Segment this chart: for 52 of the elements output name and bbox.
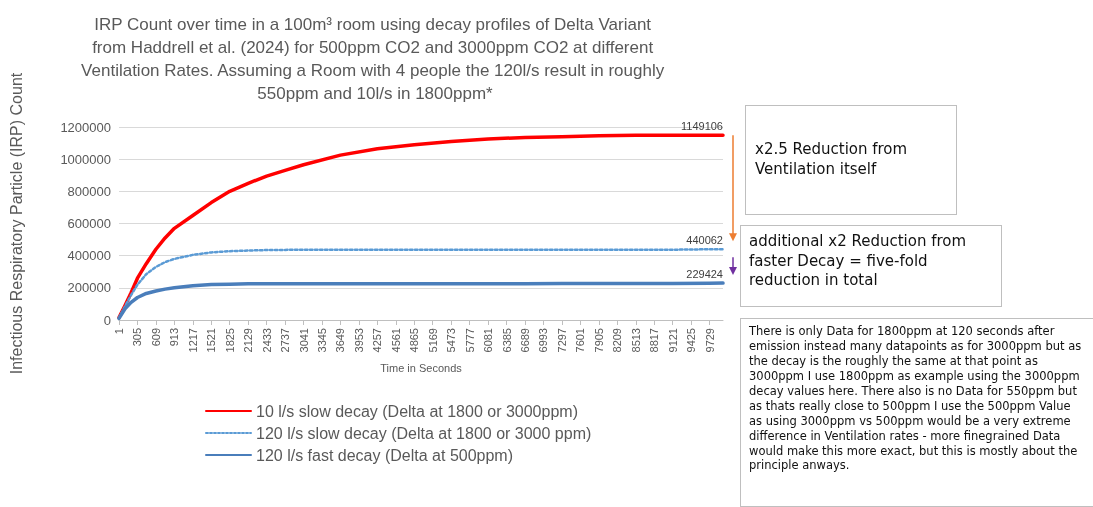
x-tick-label: 8513 [629,328,642,353]
x-tick-label: 3041 [297,328,310,353]
x-tick-label: 1521 [205,328,218,353]
chart-title: IRP Count over time in a 100m³ room using decay profiles of Delta Variant from Haddrell et al. (2024) for 500ppm CO2 and 3000ppm CO2 at different Ventilation Rates. Assuming a Room with 4 people the 120l/s result in roughly 550ppm and 10l/s in 1800ppm* [81,15,669,103]
y-tick-label: 200000 [67,280,111,296]
y-axis-title: Infectious Respiratory Particle (IRP) Count [7,72,25,375]
data-label: 440062 [686,234,723,247]
x-tick-label: 3649 [334,328,347,353]
text: additional x2 Reduction from faster Decay = five-fold reduction in total [740,225,1002,307]
x-tick-label: 609 [149,328,162,347]
x-tick-label: 913 [168,328,181,347]
x-tick-label: 7905 [592,328,605,353]
x-tick-label: 2433 [260,328,273,353]
y-tick-label: 400000 [67,248,111,264]
x-tick-label: 7297 [555,328,568,353]
x-tick-label: 5777 [463,328,476,353]
x-tick-label: 6081 [482,328,495,353]
x-tick-label: 2737 [279,328,292,353]
x-tick-label: 4865 [408,328,421,353]
y-tick-label: 0 [103,312,111,328]
x-tick-label: 9425 [685,328,698,353]
x-tick-label: 6993 [537,328,550,353]
x-tick-label: 7601 [574,328,587,353]
x-tick-label: 4561 [389,328,402,353]
x-tick-label: 4257 [371,328,384,353]
x-tick-label: 3953 [352,328,365,353]
x-tick-label: 2129 [242,328,255,353]
data-label: 1149106 [680,120,723,133]
x-tick-label: 9121 [666,328,679,353]
text: There is only Data for 1800ppm at 120 seconds after emission instead many datapoints as for 3000ppm but as the decay is the roughly the same at that point as 3000ppm I use 1800ppm as example using the 3000ppm decay values here. There also is no Data for 550ppm but as thats really close to 500ppm I use the 500ppm Value as using 3000ppm vs 500ppm would be a very extreme difference in Ventilation rates - more finegrained Data would make this more exact, but this is mostly about the principle anways. [749,324,1082,473]
x-tick-label: 1 [113,328,125,335]
x-tick-label: 3345 [316,328,329,353]
x-tick-label: 6385 [500,328,513,353]
x-tick-label: 8209 [611,328,624,353]
y-tick-label: 1000000 [60,151,111,167]
x-tick-label: 305 [131,328,144,347]
data-label: 229424 [686,268,723,281]
x-tick-label: 9729 [703,328,716,353]
legend-label: 120 l/s slow decay (Delta at 1800 or 3000 ppm) [256,424,592,442]
x-tick-label: 6689 [519,328,532,353]
x-tick-label: 8817 [648,328,661,353]
x-tick-label: 1825 [223,328,236,353]
y-tick-label: 600000 [67,216,111,231]
text: x2.5 Reduction from Ventilation itself [745,105,957,215]
x-tick-label: 5473 [445,328,458,353]
x-tick-label: 1217 [186,328,199,353]
x-tick-label: 5169 [426,328,439,353]
x-axis-title: Time in Seconds [380,361,463,374]
y-tick-label: 800000 [67,183,111,199]
legend-label: 10 l/s slow decay (Delta at 1800 or 3000ppm) [256,402,578,420]
legend-label: 120 l/s fast decay (Delta at 500ppm) [256,446,514,464]
y-tick-label: 1200000 [60,119,111,135]
